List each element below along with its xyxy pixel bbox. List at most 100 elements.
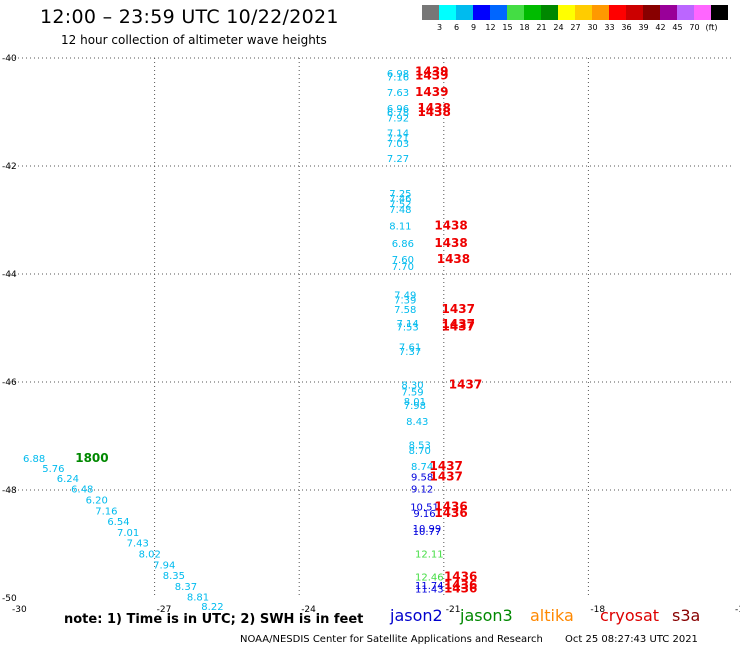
credit-text: NOAA/NESDIS Center for Satellite Applica…	[240, 634, 543, 645]
time-label: 1436	[434, 506, 467, 520]
swh-point: 7.25	[389, 189, 411, 200]
time-label: 1437	[442, 317, 475, 331]
swh-point: 8.35	[163, 571, 185, 582]
time-label: 1438	[434, 219, 467, 233]
colorbar-label: 3	[436, 23, 443, 32]
swh-point: 8.11	[389, 222, 411, 233]
swh-point: 8.81	[187, 593, 209, 604]
swh-point: 7.98	[404, 401, 426, 412]
swh-point: 7.59	[401, 388, 423, 399]
x-tick-label: -15	[735, 605, 740, 615]
swh-point: 6.86	[392, 239, 414, 250]
swh-point: 7.21	[387, 134, 409, 145]
colorbar-swatch	[592, 5, 609, 20]
swh-point: 7.48	[389, 205, 411, 216]
swh-point: 6.48	[71, 485, 93, 496]
legend-item-cryosat: cryosat	[600, 606, 660, 625]
colorbar-swatch	[473, 5, 490, 20]
x-tick-label: -30	[12, 605, 27, 615]
time-label: 1436	[444, 578, 477, 592]
y-tick-label: -42	[2, 162, 17, 172]
colorbar-label: (ft)	[705, 23, 718, 32]
y-tick-label: -46	[2, 378, 17, 388]
swh-point: 9.12	[411, 485, 433, 496]
colorbar-label: 6	[453, 23, 460, 32]
swh-point: 7.14	[387, 128, 409, 139]
swh-point: 6.78	[387, 108, 409, 119]
legend-item-s3a: s3a	[672, 606, 701, 625]
time-label: 1438	[417, 101, 450, 115]
swh-point: 10.77	[413, 527, 442, 538]
swh-point: 7.43	[127, 539, 149, 550]
colorbar-swatch	[694, 5, 711, 20]
swh-point: 7.53	[397, 323, 419, 334]
grid-layer	[10, 57, 733, 598]
time-label: 1437	[442, 302, 475, 316]
colorbar-swatch	[558, 5, 575, 20]
swh-point: 11.43	[415, 585, 444, 596]
colorbar-label: 33	[604, 23, 615, 32]
colorbar-swatch	[439, 5, 456, 20]
colorbar-swatch	[456, 5, 473, 20]
page-title: 12:00 – 23:59 UTC 10/22/2021	[40, 6, 339, 28]
swh-point: 10.51	[410, 503, 439, 514]
swh-point: 9.58	[411, 472, 433, 483]
swh-point: 7.01	[117, 528, 139, 539]
swh-point: 7.52	[389, 200, 411, 211]
swh-point: 8.53	[409, 440, 431, 451]
footer-note: note: 1) Time is in UTC; 2) SWH is in fe…	[64, 612, 364, 627]
colorbar-swatch	[507, 5, 524, 20]
colorbar-label: 9	[470, 23, 477, 32]
y-tick-label: -40	[2, 54, 17, 64]
swh-point: 7.39	[394, 296, 416, 307]
time-label: 1439	[415, 69, 448, 83]
swh-point: 8.37	[175, 582, 197, 593]
swh-point: 7.46	[389, 194, 411, 205]
swh-point: 12.11	[415, 550, 444, 561]
colorbar-label: 27	[570, 23, 581, 32]
time-label: 1439	[415, 64, 448, 78]
colorbar-label: 42	[655, 23, 666, 32]
colorbar-label: 12	[485, 23, 496, 32]
time-label: 1436	[444, 582, 477, 596]
colorbar-swatch	[422, 5, 439, 20]
swh-point: 6.88	[23, 454, 45, 465]
x-tick-label: -27	[157, 605, 172, 615]
colorbar-label: 24	[553, 23, 564, 32]
colorbar-label: 18	[519, 23, 530, 32]
colorbar-label: 15	[502, 23, 513, 32]
colorbar-swatch	[660, 5, 677, 20]
x-tick-label: -21	[446, 605, 461, 615]
swh-point: 8.01	[404, 397, 426, 408]
tick-layer: -30 -27 -24 -21 -18 -15 -40 -42 -44 -46 -48 -50	[2, 54, 740, 615]
time-label: 1437	[430, 469, 463, 483]
time-label: 1436	[444, 570, 477, 584]
swh-point: 7.70	[392, 262, 414, 273]
swh-point: 8.43	[406, 417, 428, 428]
swh-point: 7.14	[397, 319, 419, 330]
colorbar-label: 36	[621, 23, 632, 32]
time-label: 1438	[417, 105, 450, 119]
x-tick-label: -18	[590, 605, 605, 615]
colorbar-swatch	[626, 5, 643, 20]
swh-point: 9.16	[413, 509, 435, 520]
swh-point: 7.27	[387, 154, 409, 165]
time-label: 1438	[437, 252, 470, 266]
swh-point: 7.94	[153, 560, 175, 571]
swh-point: 7.03	[387, 139, 409, 150]
swh-point: 7.63	[387, 88, 409, 99]
colorbar-label: 21	[536, 23, 547, 32]
swh-point: 7.16	[95, 506, 117, 517]
colorbar-swatch	[575, 5, 592, 20]
swh-point: 6.96	[387, 104, 409, 115]
point-layer: 6.987.167.636.966.787.927.147.217.037.27…	[23, 69, 444, 613]
colorbar-swatch	[677, 5, 694, 20]
colorbar-swatch	[609, 5, 626, 20]
swh-point: 11.74	[415, 581, 444, 592]
swh-point: 7.49	[394, 290, 416, 301]
time-label-layer: 1439143914391438143814381438143814371437…	[75, 64, 482, 595]
swh-point: 8.70	[409, 446, 431, 457]
time-label: 1437	[449, 377, 482, 391]
swh-point: 8.22	[201, 602, 223, 613]
time-label: 1436	[434, 500, 467, 514]
